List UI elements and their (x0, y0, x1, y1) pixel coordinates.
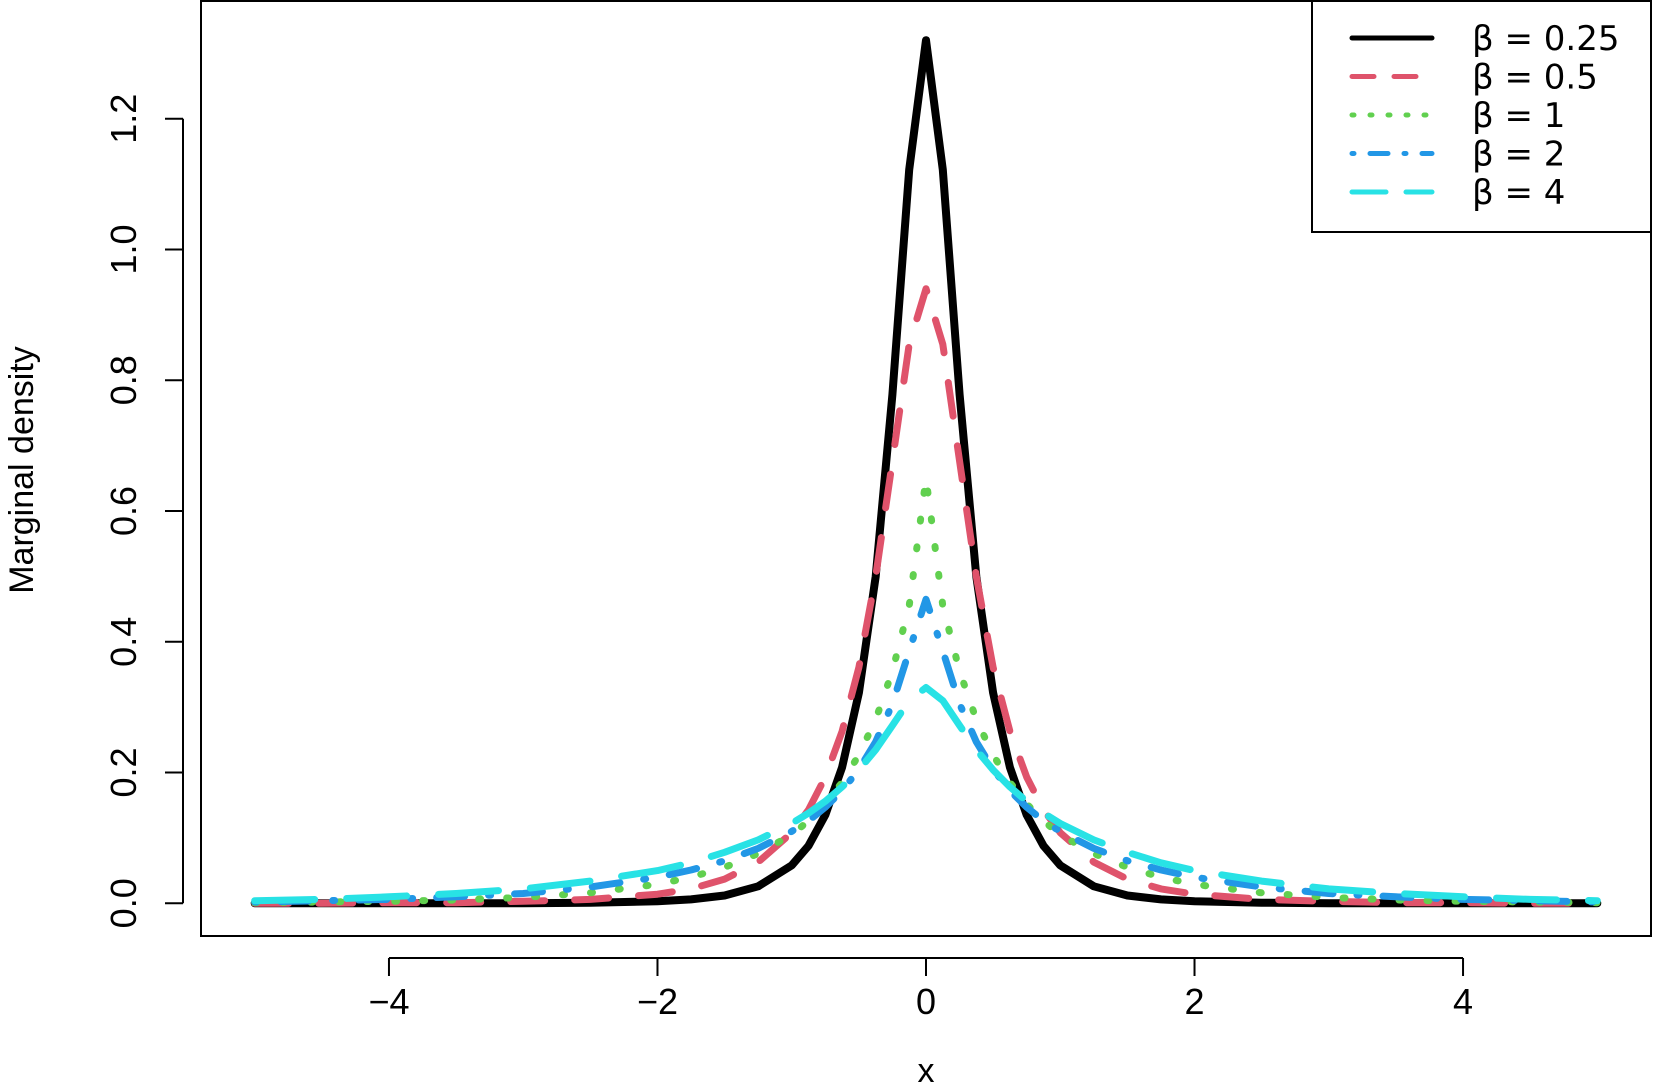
x-axis-title: x (918, 1052, 935, 1084)
y-tick-label: 1.0 (103, 224, 144, 274)
series-layer (250, 36, 1602, 908)
legend-label: β = 4 (1472, 173, 1565, 213)
x-tick-label: 4 (1453, 981, 1473, 1022)
x-axis: −4 −2 0 2 4 (368, 957, 1473, 1022)
y-tick-label: 0.6 (103, 486, 144, 536)
legend-label: β = 1 (1472, 96, 1565, 136)
series-line-4 (251, 595, 1601, 906)
y-tick-label: 0.2 (103, 747, 144, 797)
y-tick-label: 0.8 (103, 355, 144, 405)
series-line-2 (251, 285, 1601, 907)
x-tick-label: 0 (916, 981, 936, 1022)
plot-frame (200, 0, 1652, 937)
y-axis: 0.0 0.2 0.4 0.6 0.8 1.0 1.2 (103, 94, 184, 928)
x-tick-label: −2 (637, 981, 678, 1022)
x-tick-label: 2 (1185, 981, 1205, 1022)
y-tick-label: 0.4 (103, 617, 144, 667)
legend: β = 0.25β = 0.5β = 1β = 2β = 4 (1311, 0, 1652, 233)
legend-label: β = 0.5 (1472, 58, 1598, 98)
legend-label: β = 0.25 (1472, 19, 1620, 59)
x-tick-label: −4 (368, 981, 409, 1022)
series-line-5 (251, 684, 1601, 905)
y-axis-title: Marginal density (3, 346, 41, 594)
series-line-1 (250, 36, 1602, 908)
y-tick-label: 0.0 (103, 878, 144, 928)
y-tick-label: 1.2 (103, 94, 144, 144)
legend-label: β = 2 (1472, 135, 1565, 175)
